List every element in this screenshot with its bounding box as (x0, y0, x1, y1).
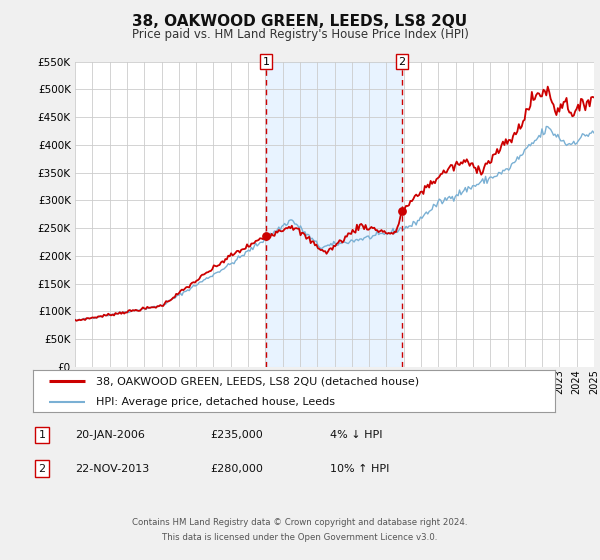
Text: 22-NOV-2013: 22-NOV-2013 (75, 464, 149, 474)
Text: 4% ↓ HPI: 4% ↓ HPI (330, 430, 383, 440)
Text: 10% ↑ HPI: 10% ↑ HPI (330, 464, 389, 474)
Text: 38, OAKWOOD GREEN, LEEDS, LS8 2QU (detached house): 38, OAKWOOD GREEN, LEEDS, LS8 2QU (detac… (95, 376, 419, 386)
Text: 2: 2 (398, 57, 406, 67)
Text: This data is licensed under the Open Government Licence v3.0.: This data is licensed under the Open Gov… (163, 533, 437, 542)
Point (262, 232, 271, 241)
Text: 20-JAN-2006: 20-JAN-2006 (75, 430, 145, 440)
Text: 38, OAKWOOD GREEN, LEEDS, LS8 2QU: 38, OAKWOOD GREEN, LEEDS, LS8 2QU (133, 14, 467, 29)
Text: 1: 1 (263, 57, 269, 67)
Text: 2: 2 (38, 464, 46, 474)
Text: Price paid vs. HM Land Registry's House Price Index (HPI): Price paid vs. HM Land Registry's House … (131, 28, 469, 41)
Bar (266, 62, 402, 367)
Text: £280,000: £280,000 (210, 464, 263, 474)
Point (397, 207, 407, 216)
Text: £235,000: £235,000 (210, 430, 263, 440)
Text: HPI: Average price, detached house, Leeds: HPI: Average price, detached house, Leed… (95, 398, 335, 407)
Text: Contains HM Land Registry data © Crown copyright and database right 2024.: Contains HM Land Registry data © Crown c… (132, 518, 468, 527)
Text: 1: 1 (38, 430, 46, 440)
